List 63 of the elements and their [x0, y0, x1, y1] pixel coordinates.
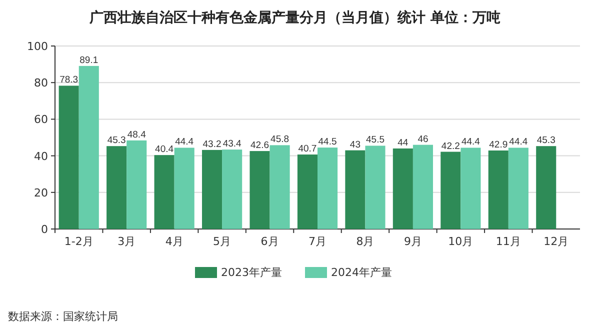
bar [365, 146, 386, 229]
x-tick-label: 8月 [356, 235, 374, 248]
bar [536, 146, 556, 229]
bar [318, 148, 338, 229]
data-label: 89.1 [80, 54, 98, 66]
y-tick-label: 60 [34, 113, 48, 126]
bar [412, 144, 433, 229]
x-tick-label: 1-2月 [64, 235, 94, 248]
bar [250, 151, 270, 229]
legend-label: 2024年产量 [331, 266, 392, 279]
data-label: 42.6 [250, 140, 269, 152]
bar [440, 152, 461, 229]
x-tick-label: 3月 [118, 235, 136, 248]
data-label: 44.4 [509, 136, 528, 148]
bar [488, 150, 508, 229]
data-label: 43.4 [222, 138, 242, 150]
source-note: 数据来源：国家统计局 [8, 310, 118, 323]
bar [460, 148, 481, 229]
bar [154, 155, 174, 229]
bar [508, 148, 528, 229]
data-label: 45.3 [536, 135, 556, 146]
data-label: 42.2 [441, 140, 460, 152]
data-label: 44.4 [461, 136, 480, 148]
data-label: 40.7 [298, 144, 317, 155]
bar [174, 148, 194, 229]
data-label: 44 [398, 137, 408, 148]
bar [58, 86, 79, 229]
data-label: 45.5 [366, 134, 384, 146]
bar [78, 66, 99, 229]
y-tick-label: 100 [27, 40, 48, 53]
x-tick-label: 10月 [448, 235, 474, 248]
bar [297, 154, 318, 229]
x-tick-label: 11月 [496, 235, 521, 248]
bar [270, 145, 290, 229]
data-label: 78.3 [60, 74, 78, 86]
data-label: 48.4 [127, 129, 146, 140]
x-tick-label: 9月 [404, 235, 422, 248]
data-label: 44.4 [175, 136, 194, 148]
bar [345, 150, 366, 229]
bar [392, 148, 413, 229]
x-tick-label: 6月 [260, 235, 279, 248]
y-tick-label: 40 [34, 150, 48, 163]
bar [126, 140, 147, 229]
data-label: 43.2 [202, 138, 222, 150]
data-label: 42.9 [489, 139, 508, 150]
x-tick-label: 4月 [165, 235, 184, 248]
data-label: 44.5 [318, 136, 337, 148]
data-label: 43 [350, 139, 360, 150]
x-tick-label: 7月 [308, 235, 326, 248]
bar [202, 150, 222, 229]
bar [222, 150, 242, 229]
y-tick-label: 0 [41, 223, 48, 236]
bar [106, 146, 127, 229]
legend-label: 2023年产量 [221, 266, 282, 279]
data-label: 40.4 [155, 144, 174, 156]
x-tick-label: 12月 [544, 235, 569, 248]
x-tick-label: 5月 [213, 235, 232, 248]
y-tick-label: 20 [34, 186, 48, 200]
data-label: 45.8 [270, 134, 290, 146]
y-tick-label: 80 [34, 76, 48, 90]
data-label: 46 [418, 134, 428, 145]
chart-title: 广西壮族自治区十种有色金属产量分月（当月值）统计 单位：万吨 [88, 9, 500, 26]
data-label: 45.3 [107, 135, 126, 146]
